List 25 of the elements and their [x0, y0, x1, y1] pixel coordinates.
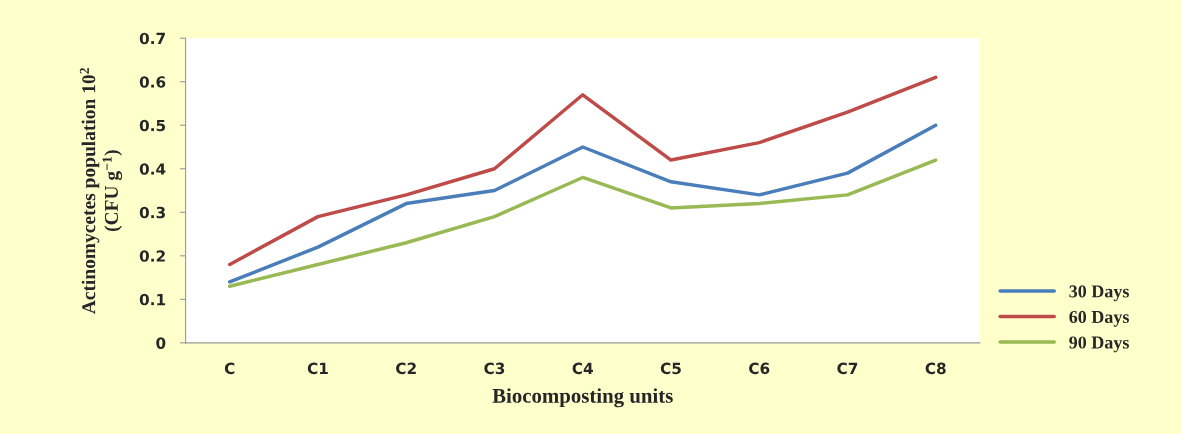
x-tick-label: C2 — [396, 362, 416, 375]
y-tick-label: 0.1 — [139, 293, 166, 306]
y-tick-label: 0.5 — [139, 119, 166, 132]
x-axis-title: Biocomposting units — [492, 388, 673, 408]
legend-label: 30 Days — [1069, 285, 1129, 302]
text: Actinomycetes population 10$^{2}$ (CFU g$^{−1}$) — [79, 68, 123, 314]
x-tick-label: C8 — [925, 362, 946, 375]
y-tick-label: 0.6 — [139, 76, 166, 88]
x-tick-label: C1 — [307, 362, 328, 375]
legend-label: 90 Days — [1069, 336, 1129, 353]
x-tick-label: C3 — [484, 362, 505, 375]
x-tick-label: C7 — [837, 362, 858, 375]
legend-label: 60 Days — [1069, 310, 1129, 327]
y-tick-label: 0.4 — [139, 163, 166, 175]
y-tick-label: 0.7 — [139, 32, 165, 45]
x-tick-label: C5 — [660, 362, 681, 375]
x-tick-label: C6 — [749, 362, 770, 375]
y-tick-label: 0 — [156, 337, 166, 349]
y-tick-label: 0.3 — [139, 206, 165, 219]
line-series — [227, 75, 938, 267]
x-tick-label: C4 — [572, 362, 593, 375]
y-tick-label: 0.2 — [139, 250, 165, 262]
x-tick-label: C — [224, 362, 235, 375]
line-series — [227, 158, 938, 289]
line-series — [227, 123, 938, 284]
